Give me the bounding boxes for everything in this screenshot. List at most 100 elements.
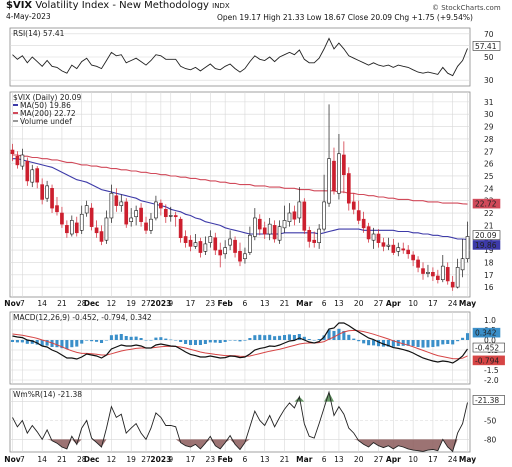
rsi-value-badge-box: [472, 41, 501, 51]
macd-hist-bar: [139, 338, 143, 340]
candle-body: [277, 226, 282, 241]
macd-hist-bar: [169, 339, 173, 341]
candle-body: [55, 205, 59, 213]
candle-body: [346, 173, 351, 204]
macd-hist-bar: [421, 340, 425, 348]
macd-hist-bar: [198, 340, 202, 345]
x-tick-label: 13: [334, 299, 344, 308]
candle-body: [440, 265, 445, 281]
candle-body: [208, 236, 213, 243]
macd-signal-line: [12, 329, 468, 360]
header-title: $VIX Volatility Index - New Methodology …: [6, 1, 230, 11]
candle-body: [356, 210, 361, 221]
macd-hist-bar: [263, 335, 267, 340]
macd-hist-bar: [189, 340, 193, 345]
x-tick-label: 21: [280, 299, 290, 308]
price-legend-main: $VIX (Daily) 20.09: [13, 93, 82, 102]
macd-hist-bar: [10, 340, 15, 342]
candle-body: [74, 222, 79, 234]
x-tick-label: 20: [354, 299, 364, 308]
macd-hist-bar: [461, 337, 465, 340]
macd-hist-bar: [282, 335, 287, 340]
candle-body: [20, 154, 25, 167]
candle-body: [25, 160, 30, 182]
candle-body: [149, 218, 153, 231]
candle-body: [144, 222, 148, 231]
x-tick-label: 6: [243, 299, 248, 308]
candle-body: [302, 201, 307, 231]
price-tick-label: 18: [484, 258, 494, 267]
ma50-legend: MA(50) 19.86: [20, 101, 71, 110]
candle-body: [109, 192, 114, 219]
macd-hist-bar: [441, 340, 445, 345]
macd-hist-bar: [386, 340, 390, 347]
macd-hist-bar: [104, 340, 108, 341]
macd-hist-bar: [184, 340, 188, 344]
rsi-tick-label: 70: [484, 30, 494, 39]
x-tick-label: 21: [57, 299, 67, 308]
macd-hist-bar: [292, 335, 296, 340]
macd-hist-bar: [411, 340, 415, 347]
x-tick-label-bottom: 27: [374, 455, 384, 464]
x-tick-label: 27: [141, 299, 151, 308]
x-tick-label-bottom: 23: [206, 455, 216, 464]
symbol-label: $VIX: [6, 0, 33, 11]
macd-hist-bar: [154, 337, 158, 340]
candle-body: [65, 225, 69, 234]
macd-value-badge: -0.452: [475, 344, 499, 353]
x-tick-label: 27: [374, 299, 384, 308]
candle-body: [267, 223, 272, 235]
macd-hist-bar: [208, 340, 212, 343]
price-tick-label: 27: [484, 147, 494, 156]
price-tick-label: 22: [484, 209, 494, 218]
willr-label: Wm%R(14) -21.38: [13, 390, 82, 399]
candle-body: [312, 239, 317, 243]
candle-body: [421, 268, 425, 274]
candle-body: [213, 237, 218, 251]
candle-body: [396, 247, 401, 252]
x-tick-label-bottom: 14: [37, 455, 47, 464]
candle-body: [287, 212, 292, 222]
ma200-line: [12, 154, 468, 205]
macd-hist-bar: [25, 340, 29, 344]
candle-body: [297, 201, 302, 219]
ma50-line: [12, 158, 468, 241]
x-tick-label: 7: [20, 299, 25, 308]
candle-body: [193, 242, 198, 247]
macd-hist-bar: [223, 340, 227, 342]
candle-body: [342, 154, 346, 176]
willr-value-badge: -21.38: [475, 396, 499, 405]
x-tick-label: Feb: [218, 299, 234, 308]
candle-body: [401, 248, 406, 251]
macd-hist-bar: [55, 340, 59, 348]
x-tick-label-bottom: 9: [168, 455, 173, 464]
candle-body: [30, 169, 35, 183]
macd-hist-bar: [40, 340, 44, 346]
price-tick-label: 25: [484, 172, 494, 181]
close-value-badge-box: [472, 230, 501, 240]
candle-body: [50, 188, 54, 209]
candle-body: [248, 234, 252, 253]
macd-panel-frame: [9, 311, 471, 385]
candle-body: [129, 217, 134, 222]
macd-hist-bar: [218, 340, 222, 343]
candle-body: [460, 258, 465, 271]
macd-hist-bar: [372, 340, 376, 346]
macd-hist-bar: [312, 340, 316, 341]
macd-hist-bar: [35, 340, 39, 345]
candle-body: [257, 218, 262, 230]
macd-hist-bar: [99, 340, 104, 343]
candle-body: [228, 238, 232, 246]
candle-body: [119, 201, 124, 206]
x-tick-label: 6: [322, 299, 327, 308]
x-tick-label-bottom: 20: [354, 455, 364, 464]
macd-hist-bar: [307, 339, 311, 340]
macd-hist-bar: [327, 329, 331, 340]
x-tick-label-bottom: 2023: [150, 455, 171, 464]
macd-hist-bar: [134, 336, 138, 340]
candle-body: [84, 205, 89, 214]
candle-body: [15, 155, 20, 166]
candle-body: [104, 217, 109, 241]
ma200-value-badge: 22.72: [475, 200, 497, 209]
